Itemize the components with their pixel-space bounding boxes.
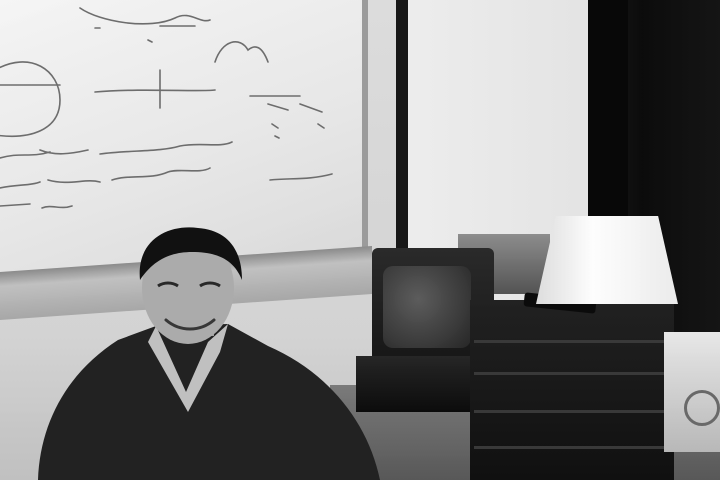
- eye-right: [199, 281, 221, 288]
- smile: [164, 318, 216, 331]
- recycle-icon: [684, 390, 720, 426]
- stereo-system: [470, 300, 674, 480]
- person: [38, 227, 380, 480]
- stereo-deck-divider: [474, 372, 670, 375]
- vcr: [356, 356, 474, 412]
- whiteboard-handwriting: [0, 7, 333, 209]
- face: [142, 232, 234, 344]
- collar: [148, 324, 228, 412]
- stereo-deck-divider: [474, 446, 670, 449]
- door-frame: [396, 0, 408, 250]
- hair: [139, 227, 242, 280]
- tv-screen: [383, 266, 471, 348]
- stereo-deck-divider: [474, 410, 670, 413]
- jacket: [38, 324, 380, 480]
- stereo-deck-divider: [474, 340, 670, 343]
- lamp-shade: [536, 216, 678, 304]
- eye-left: [157, 281, 179, 288]
